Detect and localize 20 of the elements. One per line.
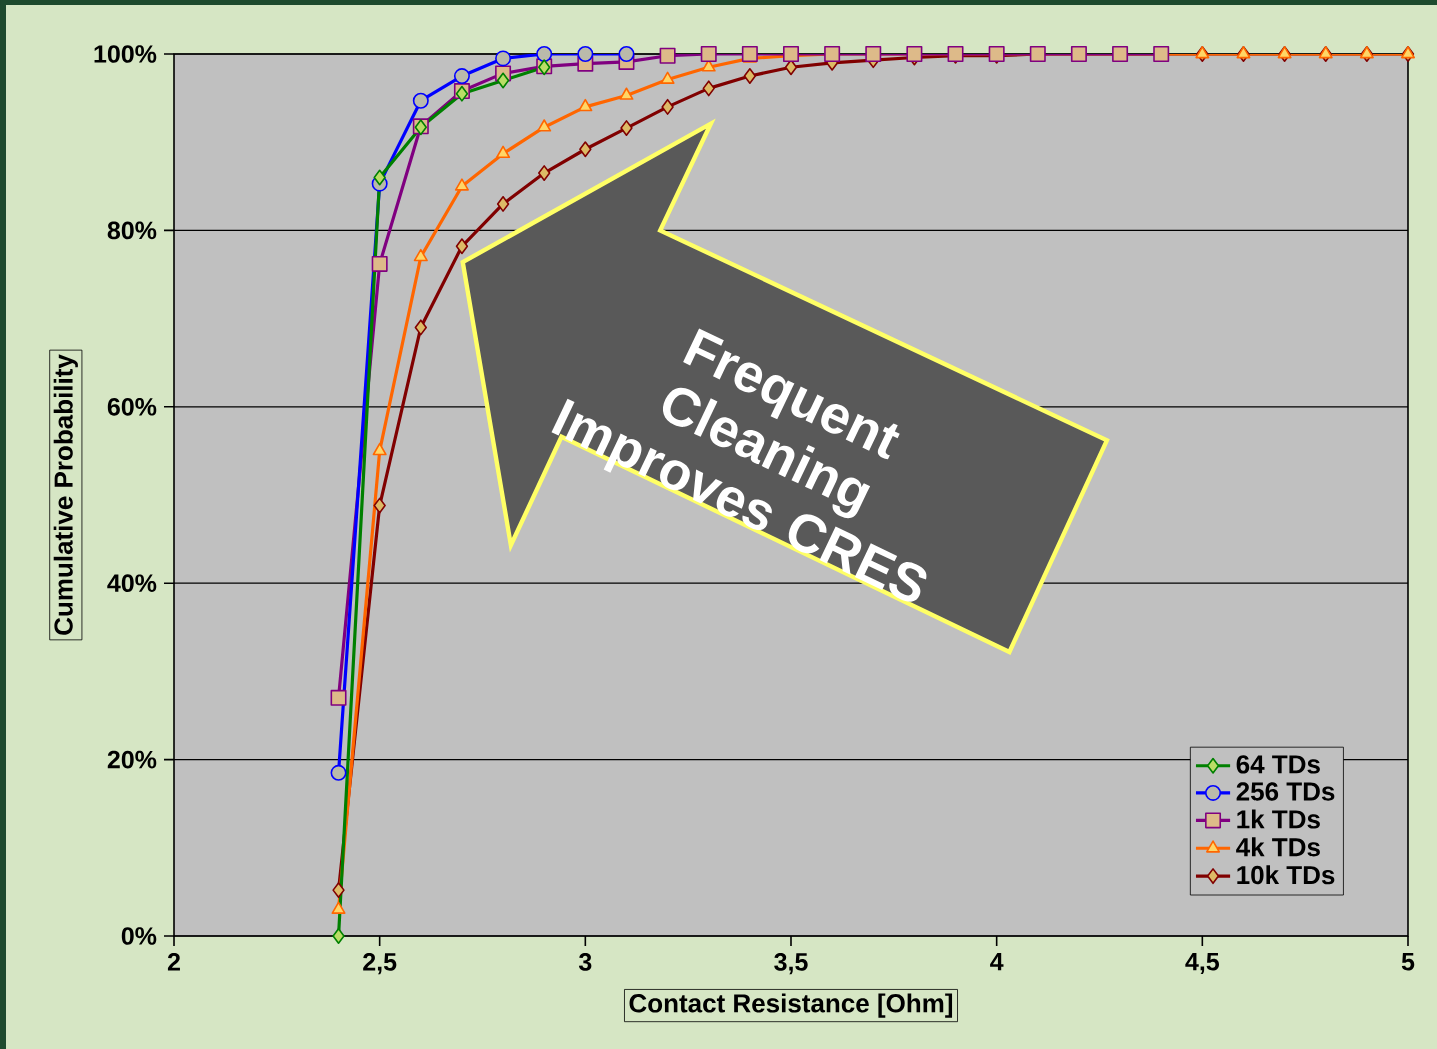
legend-label: 4k TDs (1236, 837, 1320, 857)
x-tick-label: 4 (990, 953, 1004, 971)
x-tick-label: 2,5 (363, 953, 397, 975)
legend-label: 1k TDs (1237, 809, 1320, 829)
x-tick-label: 4,5 (1185, 953, 1220, 975)
x-tick-label: 3,5 (774, 953, 808, 975)
y-tick-label: 0% (121, 927, 157, 945)
y-tick-label: 60% (107, 397, 157, 416)
y-tick-label: 80% (107, 221, 157, 240)
legend-label: 10k TDs (1237, 865, 1335, 885)
y-axis-title: Cumulative Probability (53, 354, 78, 635)
y-tick-label: 100% (94, 45, 157, 63)
x-tick-label: 2 (167, 953, 180, 971)
y-tick-label: 40% (107, 574, 157, 593)
x-tick-label: 3 (578, 953, 592, 971)
legend-label: 64 TDs (1236, 755, 1320, 774)
x-tick-label: 5 (1401, 953, 1415, 971)
x-axis-title: Contact Resistance [Ohm] (629, 993, 953, 1018)
legend-label: 256 TDs (1236, 782, 1335, 801)
y-tick-label: 20% (107, 750, 157, 769)
